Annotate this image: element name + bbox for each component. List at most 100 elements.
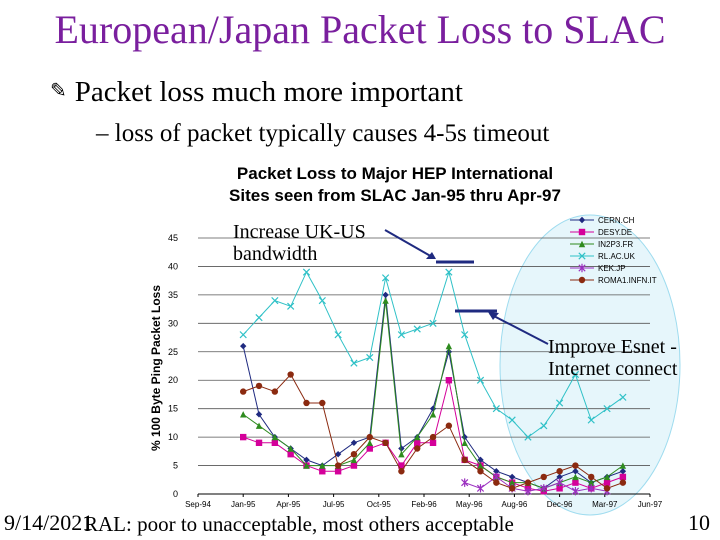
data-point	[303, 399, 310, 407]
data-point	[477, 456, 484, 464]
data-point	[572, 479, 579, 486]
x-tick-label: Jan-95	[231, 500, 256, 509]
data-point	[555, 399, 564, 407]
data-point	[319, 468, 326, 475]
chart-title-line-2: Sites seen from SLAC Jan-95 thru Apr-97	[229, 186, 561, 205]
data-point	[476, 376, 485, 384]
data-point	[524, 486, 532, 496]
data-point	[334, 462, 342, 469]
legend-marker	[578, 240, 586, 248]
data-point	[255, 314, 263, 322]
data-point	[572, 462, 579, 469]
bullet-2: – loss of packet typically causes 4-5s t…	[96, 120, 550, 147]
data-point	[572, 468, 579, 475]
x-tick-label: Aug-96	[502, 500, 528, 509]
y-tick-label: 0	[173, 489, 178, 499]
data-point	[476, 484, 485, 493]
data-point	[318, 296, 326, 305]
data-point	[603, 485, 611, 492]
data-point	[366, 433, 373, 441]
data-point	[619, 479, 627, 486]
data-point	[382, 291, 389, 299]
y-tick-label: 10	[168, 432, 178, 442]
data-point	[588, 479, 595, 486]
data-point	[587, 416, 595, 424]
data-point	[271, 439, 279, 446]
annotation-esnet: Improve Esnet - Internet connect	[548, 336, 677, 380]
esnet-arrowhead	[488, 312, 499, 320]
data-point	[508, 485, 516, 492]
page-number: 10	[688, 510, 710, 535]
data-point	[603, 405, 611, 413]
data-point	[508, 416, 516, 424]
data-point	[287, 445, 294, 452]
y-tick-label: 15	[168, 404, 178, 414]
data-point	[588, 473, 595, 481]
data-point	[572, 473, 579, 481]
data-point	[429, 439, 437, 446]
data-point	[587, 484, 595, 493]
footer-note: RAL: poor to unacceptable, most others a…	[84, 512, 514, 536]
footer-date: 9/14/2021	[4, 510, 94, 535]
uk-arrowhead	[426, 252, 436, 259]
data-point	[461, 433, 468, 441]
data-point	[461, 456, 468, 464]
data-point	[477, 468, 484, 475]
data-point	[445, 377, 453, 384]
data-point	[398, 462, 405, 469]
series-rl-ac-uk	[239, 268, 627, 441]
data-point	[240, 411, 247, 418]
annotation-esnet-line-2: Internet connect	[548, 358, 678, 380]
esnet-annotation-arrow	[489, 313, 549, 345]
data-point	[556, 473, 563, 481]
x-tick-label: May-96	[456, 500, 483, 509]
bullet-1-text: Packet loss much more important	[74, 76, 463, 108]
legend-entry: RL.AC.UK	[598, 252, 636, 261]
data-point	[382, 297, 389, 304]
series-line	[464, 476, 608, 492]
annotation-uk-line-1: Increase UK-US	[233, 221, 366, 243]
data-point	[240, 433, 247, 441]
data-point	[429, 433, 437, 441]
data-point	[255, 422, 263, 429]
legend-entry: CERN.CH	[598, 216, 635, 225]
x-tick-label: Feb-96	[411, 500, 437, 509]
x-tick-label: Dec-96	[547, 500, 573, 509]
data-point	[271, 296, 279, 305]
data-point	[445, 268, 453, 276]
data-point	[555, 478, 564, 487]
data-point	[619, 393, 627, 401]
data-point	[239, 331, 247, 339]
data-point	[524, 479, 532, 486]
data-point	[397, 331, 406, 339]
legend-marker	[578, 252, 586, 260]
data-point	[493, 479, 500, 486]
data-point	[302, 268, 311, 276]
data-point	[350, 456, 358, 464]
data-point	[508, 479, 516, 486]
legend-marker	[578, 276, 586, 284]
legend-entry: ROMA1.INFN.IT	[598, 276, 657, 285]
data-point	[255, 411, 263, 418]
data-point	[429, 319, 437, 327]
y-tick-label: 40	[168, 261, 178, 271]
annotation-uk-bandwidth: Increase UK-US bandwidth	[233, 221, 366, 265]
data-point	[382, 439, 389, 446]
pencil-bullet-icon: ✎	[50, 80, 67, 102]
data-point	[303, 456, 310, 464]
data-point	[461, 478, 469, 487]
data-point	[319, 462, 326, 469]
legend-marker	[578, 263, 586, 273]
data-point	[287, 302, 295, 310]
x-tick-label: Apr-95	[276, 500, 301, 509]
data-point	[255, 382, 263, 390]
chart-title-line-1: Packet Loss to Major HEP International	[236, 164, 554, 183]
data-point	[556, 485, 563, 492]
series-roma1-infn-it	[240, 371, 627, 492]
bullet-1: ✎ Packet loss much more important	[50, 76, 463, 109]
legend-entry: IN2P3.FR	[598, 240, 633, 249]
y-tick-label: 35	[168, 290, 178, 300]
chart-title: Packet Loss to Major HEP International S…	[170, 163, 620, 207]
data-point	[603, 473, 611, 481]
data-point	[366, 445, 373, 452]
